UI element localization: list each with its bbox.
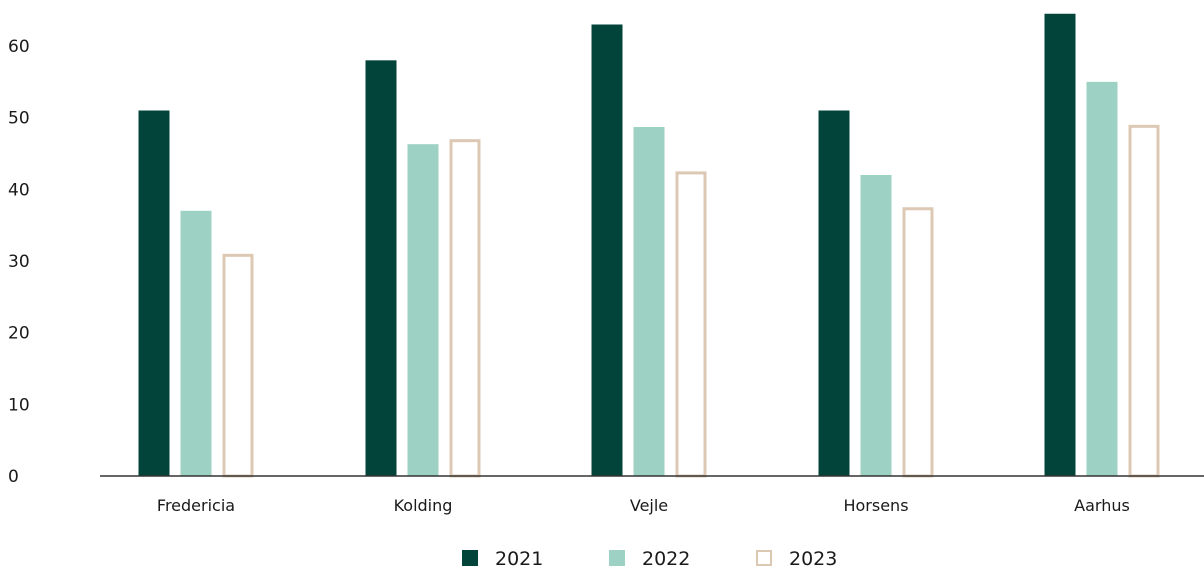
y-tick-label: 20 [8,324,30,344]
y-tick-label: 30 [8,252,30,272]
bar-2021-aarhus [1044,13,1076,476]
x-tick-label: Kolding [394,496,453,515]
bar-2021-fredericia [138,110,170,476]
bar-2022-horsens [860,175,892,476]
bar-2022-fredericia [180,210,212,477]
bar-2021-horsens [818,110,850,476]
y-tick-label: 40 [8,180,30,200]
legend-label-2022: 2022 [642,548,690,568]
x-tick-label: Vejle [630,496,668,515]
legend-label-2021: 2021 [495,548,543,568]
legend: 2021 2022 2023 [462,548,837,568]
x-tick-label: Aarhus [1074,496,1130,515]
x-axis-category-labels: Fredericia Kolding Vejle Horsens Aarhus [157,496,1130,515]
bar-2022-kolding [407,144,439,476]
bar-2023-aarhus [1128,124,1160,478]
bar-2023-kolding [449,139,481,478]
legend-label-2023: 2023 [789,548,837,568]
x-tick-label: Fredericia [157,496,235,515]
y-tick-label: 0 [8,467,19,487]
y-tick-label: 60 [8,37,30,57]
bar-2022-aarhus [1086,81,1118,476]
x-tick-label: Horsens [843,496,908,515]
bar-2023-vejle [675,171,707,478]
bar-2022-vejle [633,126,665,476]
bar-2023-horsens [902,207,934,478]
legend-swatch-2023 [756,550,772,566]
bars [138,13,1160,478]
y-axis-ticks: 0 10 20 30 40 50 60 [8,37,30,487]
legend-swatch-2022 [609,550,625,566]
bar-2021-vejle [591,24,623,476]
y-tick-label: 50 [8,109,30,129]
bar-2021-kolding [365,60,397,476]
y-tick-label: 10 [8,395,30,415]
bar-2023-fredericia [222,253,254,478]
legend-swatch-2021 [462,550,478,566]
